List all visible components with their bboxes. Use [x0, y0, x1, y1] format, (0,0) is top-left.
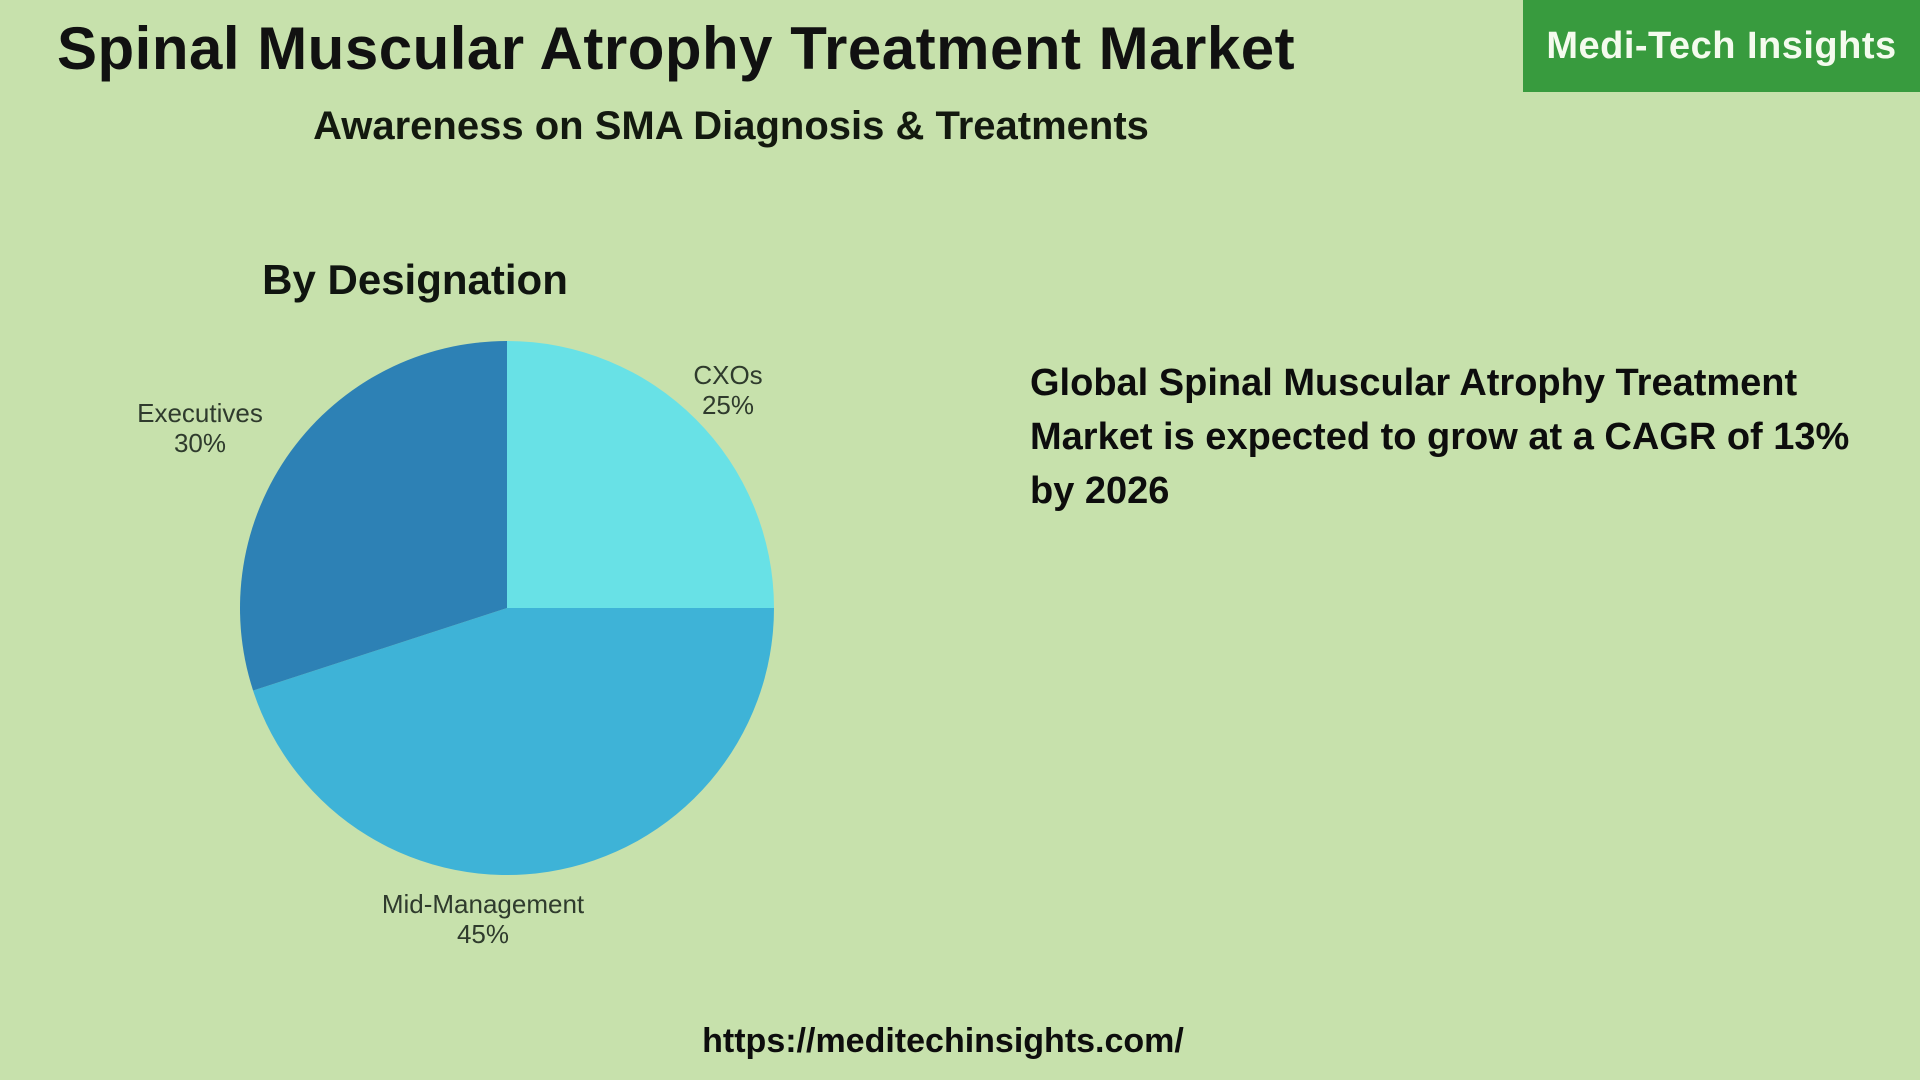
pie-label-mid-management: Mid-Management 45% [333, 889, 633, 949]
pie-chart [240, 341, 774, 875]
pie-label-mid-management-name: Mid-Management [381, 889, 585, 919]
pie-slice-mid-management [253, 608, 774, 875]
page-title: Spinal Muscular Atrophy Treatment Market [57, 15, 1296, 82]
pie-chart-svg [240, 341, 774, 875]
chart-title: By Designation [262, 256, 568, 303]
pie-label-mid-management-value: 45% [456, 919, 510, 949]
growth-callout: Global Spinal Muscular Atrophy Treatment… [1030, 356, 1910, 518]
pie-label-executives: Executives 30% [100, 398, 300, 458]
pie-label-cxos-name: CXOs [693, 360, 763, 390]
pie-slice-cxos [507, 341, 774, 608]
pie-slice-executives [240, 341, 507, 691]
website-link[interactable]: https://meditechinsights.com/ [702, 1022, 1184, 1060]
pie-label-executives-name: Executives [137, 398, 263, 428]
pie-label-cxos-value: 25% [701, 390, 755, 420]
brand-logo-text: Medi-Tech Insights [1546, 24, 1897, 67]
pie-label-cxos: CXOs 25% [628, 360, 828, 420]
growth-callout-line-3: by 2026 [1030, 470, 1170, 512]
growth-callout-line-1: Global Spinal Muscular Atrophy Treatment [1030, 362, 1798, 404]
growth-callout-line-2: Market is expected to grow at a CAGR of … [1030, 416, 1850, 458]
brand-logo: Medi-Tech Insights [1523, 0, 1920, 92]
pie-label-executives-value: 30% [173, 428, 227, 458]
page-subtitle: Awareness on SMA Diagnosis & Treatments [313, 104, 1149, 148]
